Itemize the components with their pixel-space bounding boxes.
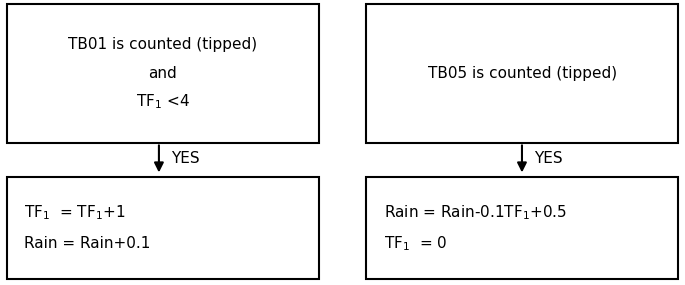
Text: TF$_1$  = 0: TF$_1$ = 0 xyxy=(384,234,447,253)
FancyBboxPatch shape xyxy=(7,177,319,279)
Text: TF$_1$  = TF$_1$+1: TF$_1$ = TF$_1$+1 xyxy=(24,203,125,222)
Text: and: and xyxy=(149,66,177,81)
Text: TB01 is counted (tipped): TB01 is counted (tipped) xyxy=(68,37,258,52)
FancyBboxPatch shape xyxy=(366,4,678,142)
Text: Rain = Rain+0.1: Rain = Rain+0.1 xyxy=(24,236,150,251)
FancyBboxPatch shape xyxy=(7,4,319,142)
Text: TF$_1$ <4: TF$_1$ <4 xyxy=(136,93,190,111)
Text: TB05 is counted (tipped): TB05 is counted (tipped) xyxy=(427,66,617,81)
Text: YES: YES xyxy=(534,151,563,166)
Text: Rain = Rain-0.1TF$_1$+0.5: Rain = Rain-0.1TF$_1$+0.5 xyxy=(384,203,566,222)
Text: YES: YES xyxy=(171,151,200,166)
FancyBboxPatch shape xyxy=(366,177,678,279)
